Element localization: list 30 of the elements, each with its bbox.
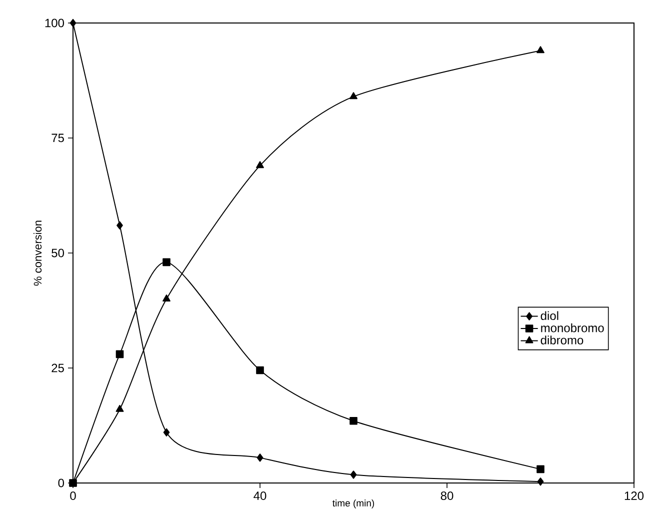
y-tick-label: 75 — [52, 134, 64, 142]
x-tick-label: 80 — [440, 492, 454, 500]
x-tick-label: 0 — [70, 492, 76, 500]
x-tick-label: 120 — [624, 492, 644, 500]
y-axis-title: % conversion — [34, 220, 42, 286]
point — [536, 465, 544, 474]
point — [350, 416, 358, 425]
y-tick-label: 100 — [45, 18, 64, 28]
legend-label: diol — [540, 311, 558, 320]
point — [536, 46, 544, 54]
point — [116, 350, 124, 358]
point — [116, 221, 123, 230]
legend-label: monobromo — [541, 323, 604, 332]
point — [116, 404, 124, 412]
legend-label: dibromo — [540, 336, 584, 344]
point — [350, 92, 358, 100]
point — [350, 470, 357, 479]
point — [70, 18, 76, 28]
x-axis-title: time (min) — [332, 500, 374, 508]
point — [256, 366, 264, 374]
y-tick-label: 50 — [52, 248, 64, 258]
point — [163, 428, 170, 436]
point — [256, 454, 264, 462]
point — [256, 161, 264, 168]
point — [537, 478, 544, 486]
x-tick-label: 40 — [254, 492, 266, 500]
y-tick-label: 25 — [52, 364, 64, 372]
point — [162, 258, 170, 266]
y-tick-label: 0 — [58, 478, 64, 488]
point — [162, 294, 170, 302]
